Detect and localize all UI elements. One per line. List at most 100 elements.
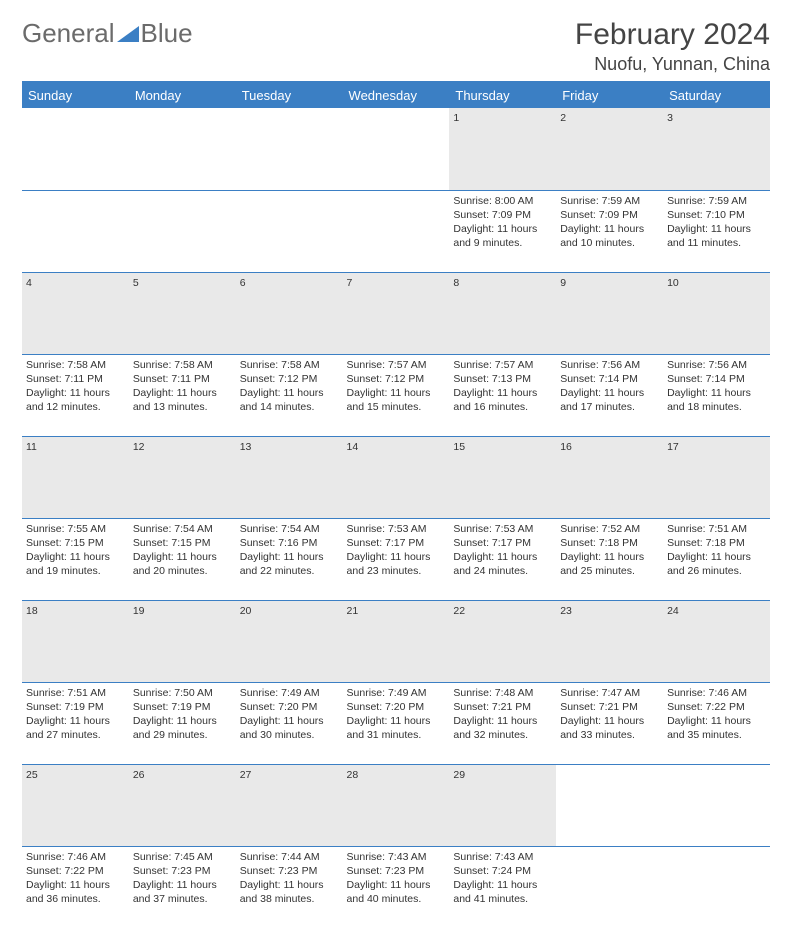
day-number-cell: 24 <box>663 600 770 682</box>
day-cell: Sunrise: 7:50 AMSunset: 7:19 PMDaylight:… <box>129 682 236 764</box>
day-daylight2: and 23 minutes. <box>347 564 446 578</box>
day-daylight1: Daylight: 11 hours <box>133 386 232 400</box>
day-number-cell: 28 <box>343 764 450 846</box>
weekday-header: Thursday <box>449 83 556 108</box>
day-number-cell <box>663 764 770 846</box>
day-cell: Sunrise: 8:00 AMSunset: 7:09 PMDaylight:… <box>449 190 556 272</box>
day-cell <box>129 190 236 272</box>
day-number-cell: 21 <box>343 600 450 682</box>
day-daylight2: and 32 minutes. <box>453 728 552 742</box>
day-cell: Sunrise: 7:55 AMSunset: 7:15 PMDaylight:… <box>22 518 129 600</box>
day-cell: Sunrise: 7:51 AMSunset: 7:18 PMDaylight:… <box>663 518 770 600</box>
day-sunrise: Sunrise: 7:57 AM <box>453 358 552 372</box>
daynum-row: 45678910 <box>22 272 770 354</box>
day-daylight1: Daylight: 11 hours <box>560 714 659 728</box>
day-sunset: Sunset: 7:09 PM <box>560 208 659 222</box>
day-sunrise: Sunrise: 7:59 AM <box>560 194 659 208</box>
day-daylight2: and 40 minutes. <box>347 892 446 906</box>
weekday-header: Tuesday <box>236 83 343 108</box>
day-sunrise: Sunrise: 7:43 AM <box>453 850 552 864</box>
day-daylight2: and 37 minutes. <box>133 892 232 906</box>
day-sunrise: Sunrise: 7:58 AM <box>133 358 232 372</box>
day-cell: Sunrise: 7:58 AMSunset: 7:11 PMDaylight:… <box>22 354 129 436</box>
day-sunrise: Sunrise: 7:51 AM <box>26 686 125 700</box>
day-number-cell: 9 <box>556 272 663 354</box>
day-daylight2: and 20 minutes. <box>133 564 232 578</box>
day-sunset: Sunset: 7:19 PM <box>133 700 232 714</box>
day-number-cell: 16 <box>556 436 663 518</box>
day-sunset: Sunset: 7:12 PM <box>347 372 446 386</box>
weekday-header: Saturday <box>663 83 770 108</box>
daynum-row: 123 <box>22 108 770 190</box>
day-sunset: Sunset: 7:15 PM <box>133 536 232 550</box>
day-daylight1: Daylight: 11 hours <box>26 386 125 400</box>
day-daylight1: Daylight: 11 hours <box>667 222 766 236</box>
daynum-row: 18192021222324 <box>22 600 770 682</box>
day-daylight1: Daylight: 11 hours <box>560 386 659 400</box>
day-number-cell: 22 <box>449 600 556 682</box>
day-number-cell: 23 <box>556 600 663 682</box>
day-cell: Sunrise: 7:59 AMSunset: 7:10 PMDaylight:… <box>663 190 770 272</box>
day-sunrise: Sunrise: 7:45 AM <box>133 850 232 864</box>
day-sunrise: Sunrise: 7:53 AM <box>347 522 446 536</box>
daynum-row: 2526272829 <box>22 764 770 846</box>
day-content-row: Sunrise: 7:55 AMSunset: 7:15 PMDaylight:… <box>22 518 770 600</box>
day-sunrise: Sunrise: 7:51 AM <box>667 522 766 536</box>
weekday-header: Monday <box>129 83 236 108</box>
day-daylight1: Daylight: 11 hours <box>560 222 659 236</box>
calendar-table: Sunday Monday Tuesday Wednesday Thursday… <box>22 83 770 928</box>
day-daylight1: Daylight: 11 hours <box>347 550 446 564</box>
day-number-cell: 17 <box>663 436 770 518</box>
day-number-cell: 13 <box>236 436 343 518</box>
day-content-row: Sunrise: 7:58 AMSunset: 7:11 PMDaylight:… <box>22 354 770 436</box>
day-sunrise: Sunrise: 7:59 AM <box>667 194 766 208</box>
day-cell: Sunrise: 7:48 AMSunset: 7:21 PMDaylight:… <box>449 682 556 764</box>
day-daylight2: and 33 minutes. <box>560 728 659 742</box>
day-daylight2: and 25 minutes. <box>560 564 659 578</box>
day-daylight2: and 31 minutes. <box>347 728 446 742</box>
day-daylight2: and 30 minutes. <box>240 728 339 742</box>
day-daylight2: and 22 minutes. <box>240 564 339 578</box>
day-number-cell <box>556 764 663 846</box>
day-cell: Sunrise: 7:57 AMSunset: 7:12 PMDaylight:… <box>343 354 450 436</box>
day-cell: Sunrise: 7:43 AMSunset: 7:24 PMDaylight:… <box>449 846 556 928</box>
day-number-cell <box>343 108 450 190</box>
day-sunrise: Sunrise: 7:56 AM <box>667 358 766 372</box>
day-daylight1: Daylight: 11 hours <box>667 386 766 400</box>
day-daylight2: and 36 minutes. <box>26 892 125 906</box>
day-daylight1: Daylight: 11 hours <box>667 550 766 564</box>
day-daylight2: and 35 minutes. <box>667 728 766 742</box>
day-sunrise: Sunrise: 7:54 AM <box>240 522 339 536</box>
day-daylight1: Daylight: 11 hours <box>133 714 232 728</box>
day-number-cell: 20 <box>236 600 343 682</box>
day-daylight1: Daylight: 11 hours <box>453 714 552 728</box>
day-sunset: Sunset: 7:24 PM <box>453 864 552 878</box>
brand-part1: General <box>22 18 115 49</box>
day-daylight1: Daylight: 11 hours <box>453 550 552 564</box>
day-daylight1: Daylight: 11 hours <box>240 550 339 564</box>
day-number-cell: 29 <box>449 764 556 846</box>
day-content-row: Sunrise: 8:00 AMSunset: 7:09 PMDaylight:… <box>22 190 770 272</box>
day-number-cell: 8 <box>449 272 556 354</box>
day-sunset: Sunset: 7:10 PM <box>667 208 766 222</box>
day-number-cell: 25 <box>22 764 129 846</box>
day-cell: Sunrise: 7:49 AMSunset: 7:20 PMDaylight:… <box>236 682 343 764</box>
day-number-cell: 7 <box>343 272 450 354</box>
day-sunrise: Sunrise: 7:48 AM <box>453 686 552 700</box>
day-cell: Sunrise: 7:57 AMSunset: 7:13 PMDaylight:… <box>449 354 556 436</box>
day-content-row: Sunrise: 7:46 AMSunset: 7:22 PMDaylight:… <box>22 846 770 928</box>
day-content-row: Sunrise: 7:51 AMSunset: 7:19 PMDaylight:… <box>22 682 770 764</box>
day-daylight1: Daylight: 11 hours <box>240 386 339 400</box>
day-sunrise: Sunrise: 7:54 AM <box>133 522 232 536</box>
day-cell <box>663 846 770 928</box>
day-number-cell: 26 <box>129 764 236 846</box>
day-sunset: Sunset: 7:14 PM <box>667 372 766 386</box>
day-sunrise: Sunrise: 7:53 AM <box>453 522 552 536</box>
day-sunset: Sunset: 7:23 PM <box>347 864 446 878</box>
day-daylight2: and 11 minutes. <box>667 236 766 250</box>
day-number-cell: 27 <box>236 764 343 846</box>
brand-triangle-icon <box>117 26 139 42</box>
day-number-cell: 19 <box>129 600 236 682</box>
day-cell <box>343 190 450 272</box>
day-sunset: Sunset: 7:15 PM <box>26 536 125 550</box>
